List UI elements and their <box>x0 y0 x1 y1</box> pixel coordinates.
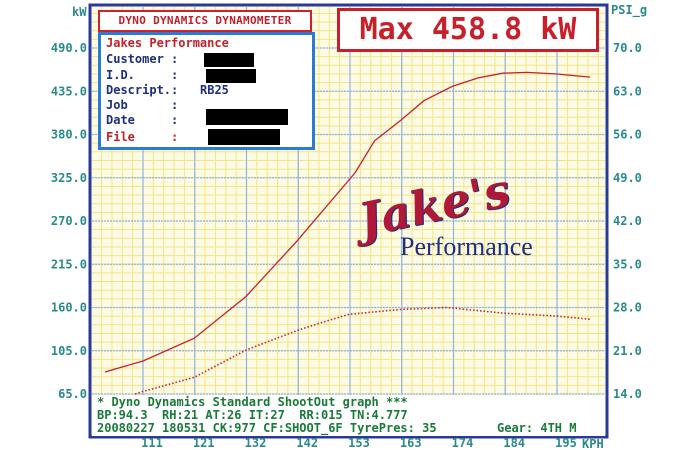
y-tick-label: 160.0 <box>51 301 87 315</box>
y-tick-label: 435.0 <box>51 84 87 98</box>
y2-tick-label: 28.0 <box>613 301 642 315</box>
dyno-title: DYNO DYNAMICS DYNAMOMETER <box>98 10 312 32</box>
x-tick-label: 121 <box>193 436 215 450</box>
x-tick-label: 195 <box>555 436 577 450</box>
redacted-customer <box>204 53 254 67</box>
file-label: File : <box>106 130 179 144</box>
y-tick-label: 105.0 <box>51 344 87 358</box>
run-info-footer: * Dyno Dynamics Standard ShootOut graph … <box>92 395 605 436</box>
boost-curve <box>134 306 591 395</box>
descript-value: RB25 <box>200 83 229 97</box>
y2-tick-label: 70.0 <box>613 41 642 55</box>
plot-frame <box>88 3 609 439</box>
max-power: Max 458.8 kW <box>337 8 599 52</box>
footer-gear: Gear: 4TH M <box>497 421 577 435</box>
footer-conditions: BP:94.3 RH:21 AT:26 IT:27 RR:015 TN:4.77… <box>97 408 408 422</box>
info-box: Jakes Performance Customer : I.D. : Desc… <box>98 32 315 150</box>
y-tick-label: 490.0 <box>51 41 87 55</box>
x-tick-label: 184 <box>503 436 525 450</box>
job-label: Job : <box>106 98 179 112</box>
y2-tick-label: 49.0 <box>613 171 642 185</box>
y2-axis-label: PSI_g <box>611 3 647 18</box>
redacted-file <box>208 129 280 145</box>
date-label: Date : <box>106 113 179 127</box>
y2-tick-label: 56.0 <box>613 128 642 142</box>
footer-title: * Dyno Dynamics Standard ShootOut graph … <box>97 395 408 409</box>
id-label: I.D. : <box>106 68 179 82</box>
y-tick-label: 380.0 <box>51 128 87 142</box>
y-tick-label: 325.0 <box>51 171 87 185</box>
x-tick-label: 163 <box>400 436 422 450</box>
y-tick-label: 270.0 <box>51 214 87 228</box>
y2-tick-label: 42.0 <box>613 214 642 228</box>
power-curve <box>104 71 591 373</box>
y2-tick-label: 35.0 <box>613 257 642 271</box>
x-tick-label: 132 <box>245 436 267 450</box>
x-tick-label: 142 <box>296 436 318 450</box>
x-axis-label: KPH <box>582 437 604 450</box>
x-tick-label: 153 <box>348 436 370 450</box>
y-tick-label: 215.0 <box>51 257 87 271</box>
redacted-date <box>206 109 288 125</box>
y-axis-label: kW <box>72 5 87 19</box>
y-tick-label: 65.0 <box>58 387 87 401</box>
x-tick-label: 174 <box>452 436 474 450</box>
shop-name: Jakes Performance <box>106 36 229 50</box>
descript-label: Descript.: <box>106 83 179 97</box>
y2-tick-label: 21.0 <box>613 344 642 358</box>
footer-run-details: 20080227 180531 CK:977 CF:SHOOT_6F TyreP… <box>97 421 437 435</box>
logo-subtitle: Performance <box>400 232 533 261</box>
y2-tick-label: 63.0 <box>613 84 642 98</box>
redacted-id <box>206 69 256 83</box>
y2-tick-label: 14.0 <box>613 387 642 401</box>
x-tick-label: 111 <box>141 436 163 450</box>
customer-label: Customer : <box>106 52 179 66</box>
